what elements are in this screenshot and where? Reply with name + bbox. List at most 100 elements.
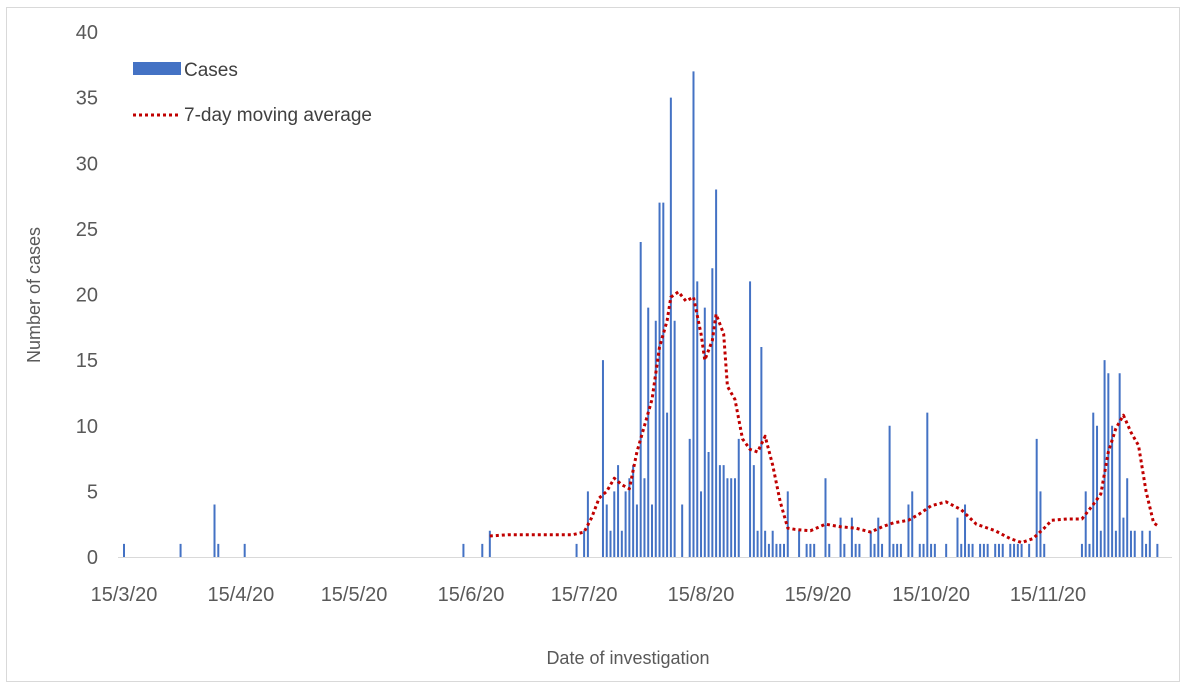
cases-bar <box>658 202 661 558</box>
x-tick-label: 15/6/20 <box>438 584 505 606</box>
cases-bar <box>1118 373 1121 557</box>
cases-bar <box>1114 530 1117 557</box>
cases-bar <box>703 307 706 558</box>
cases-bar <box>700 491 703 558</box>
cases-bar <box>881 543 884 558</box>
cases-bar <box>922 543 925 558</box>
cases-bar <box>692 71 695 558</box>
cases-bar <box>583 530 586 557</box>
cases-bar <box>1103 360 1106 558</box>
cases-bar <box>986 543 989 558</box>
cases-bar <box>982 543 985 558</box>
cases-bar <box>488 530 491 557</box>
cases-bar <box>217 543 220 558</box>
legend: Cases 7-day moving average <box>133 60 372 126</box>
cases-bar <box>707 452 710 557</box>
cases-bar <box>911 491 914 558</box>
x-tick-label: 15/7/20 <box>551 584 618 606</box>
cases-bar <box>997 543 1000 558</box>
cases-bar <box>994 543 997 558</box>
cases-bar <box>877 517 880 558</box>
cases-bar <box>718 465 721 558</box>
y-tick-label: 40 <box>76 22 98 44</box>
cases-bar <box>733 478 736 557</box>
cases-bar <box>715 189 718 557</box>
cases-bar <box>1107 373 1110 557</box>
cases-bar <box>1035 438 1038 558</box>
cases-bar <box>786 491 789 558</box>
x-tick-label: 15/5/20 <box>321 584 388 606</box>
cases-bar <box>1122 517 1125 558</box>
cases-bar <box>896 543 899 558</box>
cases-bar <box>907 504 910 557</box>
cases-bar <box>767 543 770 558</box>
cases-bar <box>809 543 812 558</box>
cases-bar <box>669 97 672 558</box>
x-tick-label: 15/4/20 <box>208 584 275 606</box>
cases-bars <box>123 71 1159 558</box>
y-tick-label: 30 <box>76 153 98 175</box>
cases-bar <box>979 543 982 558</box>
cases-bar <box>956 517 959 558</box>
cases-bar <box>843 543 846 558</box>
cases-bar <box>771 530 774 557</box>
x-tick-label: 15/3/20 <box>91 584 158 606</box>
cases-bar <box>617 465 620 558</box>
x-tick-label: 15/11/20 <box>1010 584 1086 606</box>
x-tick-label: 15/10/20 <box>892 584 970 606</box>
cases-bar <box>1141 530 1144 557</box>
y-tick-label: 10 <box>76 416 98 438</box>
cases-bar <box>783 543 785 558</box>
cases-bar <box>1013 543 1016 558</box>
cases-bar <box>873 543 876 558</box>
cases-bar <box>779 543 782 558</box>
cases-bar <box>854 543 857 558</box>
cases-bar <box>1129 530 1132 557</box>
chart-frame <box>6 7 1180 682</box>
cases-bar <box>632 465 635 558</box>
cases-bar <box>696 281 699 558</box>
cases-bar <box>1009 543 1012 558</box>
cases-bar <box>681 504 684 557</box>
y-axis-ticks: 0 5 10 15 20 25 30 35 40 <box>76 22 98 569</box>
cases-bar <box>613 491 616 558</box>
cases-bar <box>620 530 623 557</box>
cases-bar <box>624 491 627 558</box>
cases-bar <box>850 517 853 558</box>
cases-bar <box>798 530 801 557</box>
y-tick-label: 5 <box>87 481 98 503</box>
cases-bar <box>1039 491 1042 558</box>
cases-bar <box>643 478 646 557</box>
x-axis-title: Date of investigation <box>546 648 709 668</box>
cases-bar <box>964 504 967 557</box>
y-tick-label: 15 <box>76 350 98 372</box>
cases-bar <box>628 478 631 557</box>
cases-bar <box>688 438 691 558</box>
cases-bar <box>601 360 604 558</box>
cases-bar <box>1088 543 1091 558</box>
cases-bar <box>1043 543 1046 558</box>
cases-bar <box>930 543 933 558</box>
legend-ma-label: 7-day moving average <box>184 105 372 126</box>
cases-bar <box>828 543 831 558</box>
cases-bar <box>967 543 970 558</box>
cases-bar <box>1028 543 1031 558</box>
cases-bar <box>179 543 182 558</box>
cases-bar <box>1096 425 1099 557</box>
cases-bar <box>243 543 246 558</box>
cases-bar <box>1111 425 1114 557</box>
cases-bar <box>609 530 612 557</box>
cases-bar <box>730 478 733 557</box>
cases-bar <box>892 543 895 558</box>
cases-bar <box>737 438 740 558</box>
cases-bar <box>481 543 484 558</box>
cases-bar <box>213 504 216 557</box>
cases-bar <box>1145 543 1148 558</box>
cases-bar <box>918 543 921 558</box>
cases-bar <box>749 281 752 558</box>
cases-bar <box>752 465 755 558</box>
cases-bar <box>711 268 714 557</box>
cases-bar <box>1156 543 1159 558</box>
cases-bar <box>813 543 816 558</box>
